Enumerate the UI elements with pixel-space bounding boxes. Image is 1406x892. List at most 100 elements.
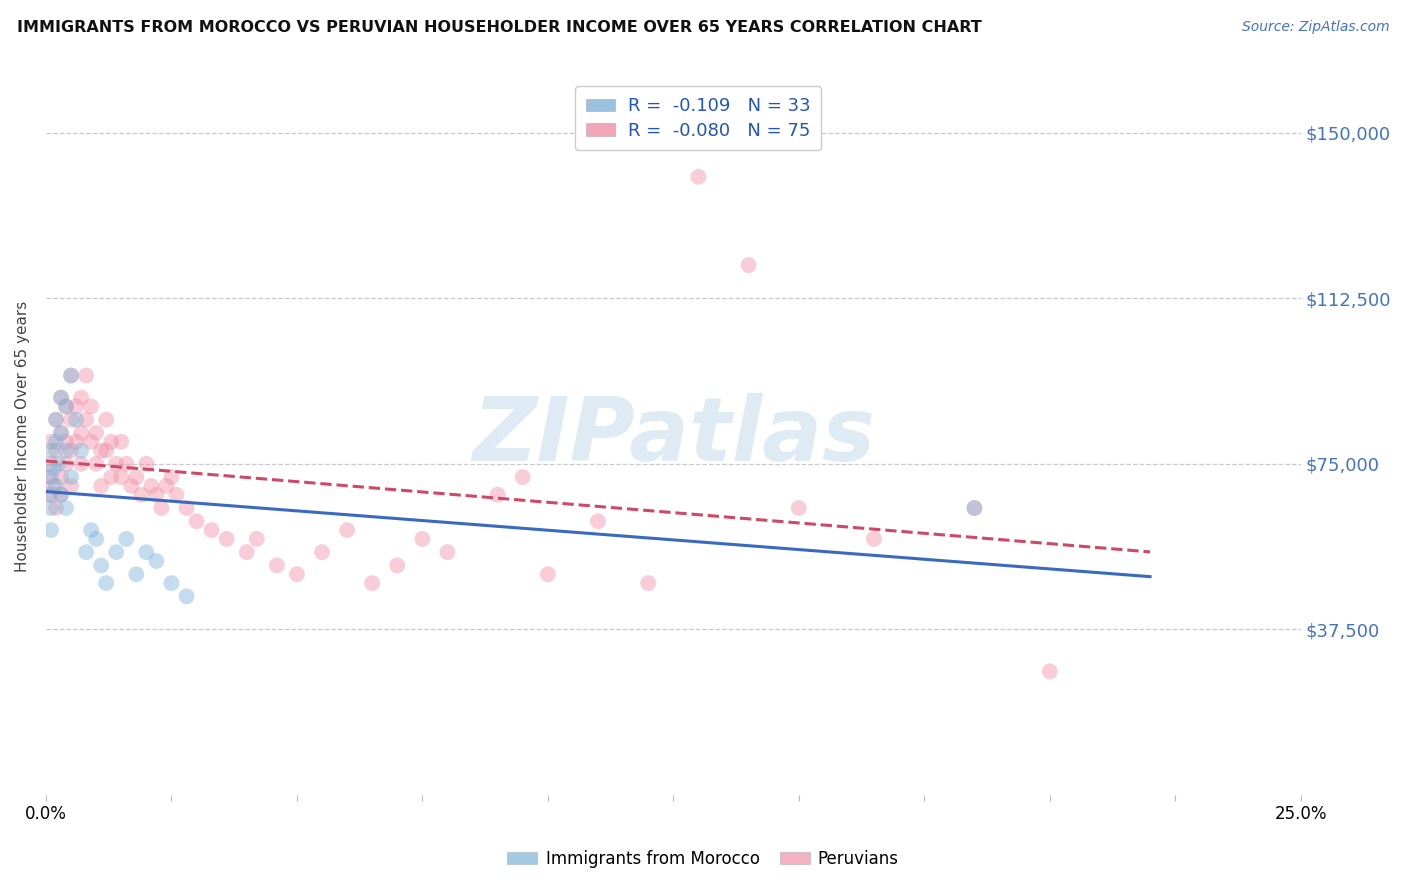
Point xyxy=(60,443,83,458)
Point xyxy=(39,488,62,502)
Point xyxy=(131,488,153,502)
Point xyxy=(55,443,77,458)
Point xyxy=(586,514,609,528)
Point xyxy=(49,425,72,440)
Point xyxy=(39,501,62,516)
Y-axis label: Householder Income Over 65 years: Householder Income Over 65 years xyxy=(15,301,30,572)
Point xyxy=(436,545,458,559)
Point xyxy=(176,501,198,516)
Point xyxy=(166,488,188,502)
Point xyxy=(37,488,59,502)
Point xyxy=(60,413,83,427)
Point xyxy=(55,400,77,414)
Point xyxy=(96,576,118,591)
Point xyxy=(311,545,333,559)
Point xyxy=(160,470,183,484)
Point xyxy=(688,169,710,184)
Point xyxy=(39,434,62,449)
Point xyxy=(135,545,157,559)
Point xyxy=(145,554,167,568)
Point xyxy=(145,488,167,502)
Point xyxy=(60,368,83,383)
Point xyxy=(90,558,112,573)
Point xyxy=(963,501,986,516)
Point xyxy=(55,434,77,449)
Point xyxy=(537,567,560,582)
Point xyxy=(186,514,208,528)
Point xyxy=(60,368,83,383)
Point xyxy=(42,461,65,475)
Point xyxy=(737,258,759,272)
Point xyxy=(110,434,132,449)
Point xyxy=(49,488,72,502)
Point xyxy=(110,470,132,484)
Point xyxy=(105,457,128,471)
Point xyxy=(863,532,886,546)
Point xyxy=(200,523,222,537)
Point xyxy=(512,470,534,484)
Point xyxy=(637,576,659,591)
Point xyxy=(70,425,93,440)
Point xyxy=(135,457,157,471)
Point xyxy=(60,479,83,493)
Point xyxy=(49,425,72,440)
Point xyxy=(90,443,112,458)
Point xyxy=(215,532,238,546)
Text: Source: ZipAtlas.com: Source: ZipAtlas.com xyxy=(1241,20,1389,34)
Point xyxy=(80,400,103,414)
Legend: R =  -0.109   N = 33, R =  -0.080   N = 75: R = -0.109 N = 33, R = -0.080 N = 75 xyxy=(575,87,821,151)
Point xyxy=(141,479,163,493)
Point xyxy=(75,545,97,559)
Point xyxy=(115,532,138,546)
Point xyxy=(235,545,257,559)
Point xyxy=(1039,665,1062,679)
Point xyxy=(80,523,103,537)
Point xyxy=(361,576,384,591)
Point xyxy=(55,457,77,471)
Point xyxy=(65,413,87,427)
Point xyxy=(150,501,173,516)
Point xyxy=(105,545,128,559)
Point xyxy=(125,567,148,582)
Point xyxy=(84,425,107,440)
Point xyxy=(963,501,986,516)
Point xyxy=(787,501,810,516)
Point xyxy=(80,434,103,449)
Point xyxy=(65,434,87,449)
Point xyxy=(96,443,118,458)
Point xyxy=(49,391,72,405)
Point xyxy=(90,479,112,493)
Point xyxy=(45,443,67,458)
Point xyxy=(115,457,138,471)
Point xyxy=(55,501,77,516)
Point xyxy=(45,434,67,449)
Text: IMMIGRANTS FROM MOROCCO VS PERUVIAN HOUSEHOLDER INCOME OVER 65 YEARS CORRELATION: IMMIGRANTS FROM MOROCCO VS PERUVIAN HOUS… xyxy=(17,20,981,35)
Point xyxy=(49,488,72,502)
Point xyxy=(96,413,118,427)
Point xyxy=(65,400,87,414)
Point xyxy=(39,470,62,484)
Point xyxy=(39,443,62,458)
Point xyxy=(160,576,183,591)
Point xyxy=(39,523,62,537)
Point xyxy=(84,457,107,471)
Point xyxy=(125,470,148,484)
Point xyxy=(285,567,308,582)
Point xyxy=(49,391,72,405)
Point xyxy=(42,479,65,493)
Point xyxy=(100,434,122,449)
Point xyxy=(75,368,97,383)
Text: ZIPatlas: ZIPatlas xyxy=(472,392,875,480)
Point xyxy=(45,413,67,427)
Point xyxy=(75,413,97,427)
Point xyxy=(70,457,93,471)
Point xyxy=(55,400,77,414)
Point xyxy=(486,488,509,502)
Point xyxy=(70,391,93,405)
Point xyxy=(411,532,433,546)
Point xyxy=(336,523,359,537)
Point xyxy=(48,457,70,471)
Point xyxy=(45,501,67,516)
Point xyxy=(37,470,59,484)
Legend: Immigrants from Morocco, Peruvians: Immigrants from Morocco, Peruvians xyxy=(501,844,905,875)
